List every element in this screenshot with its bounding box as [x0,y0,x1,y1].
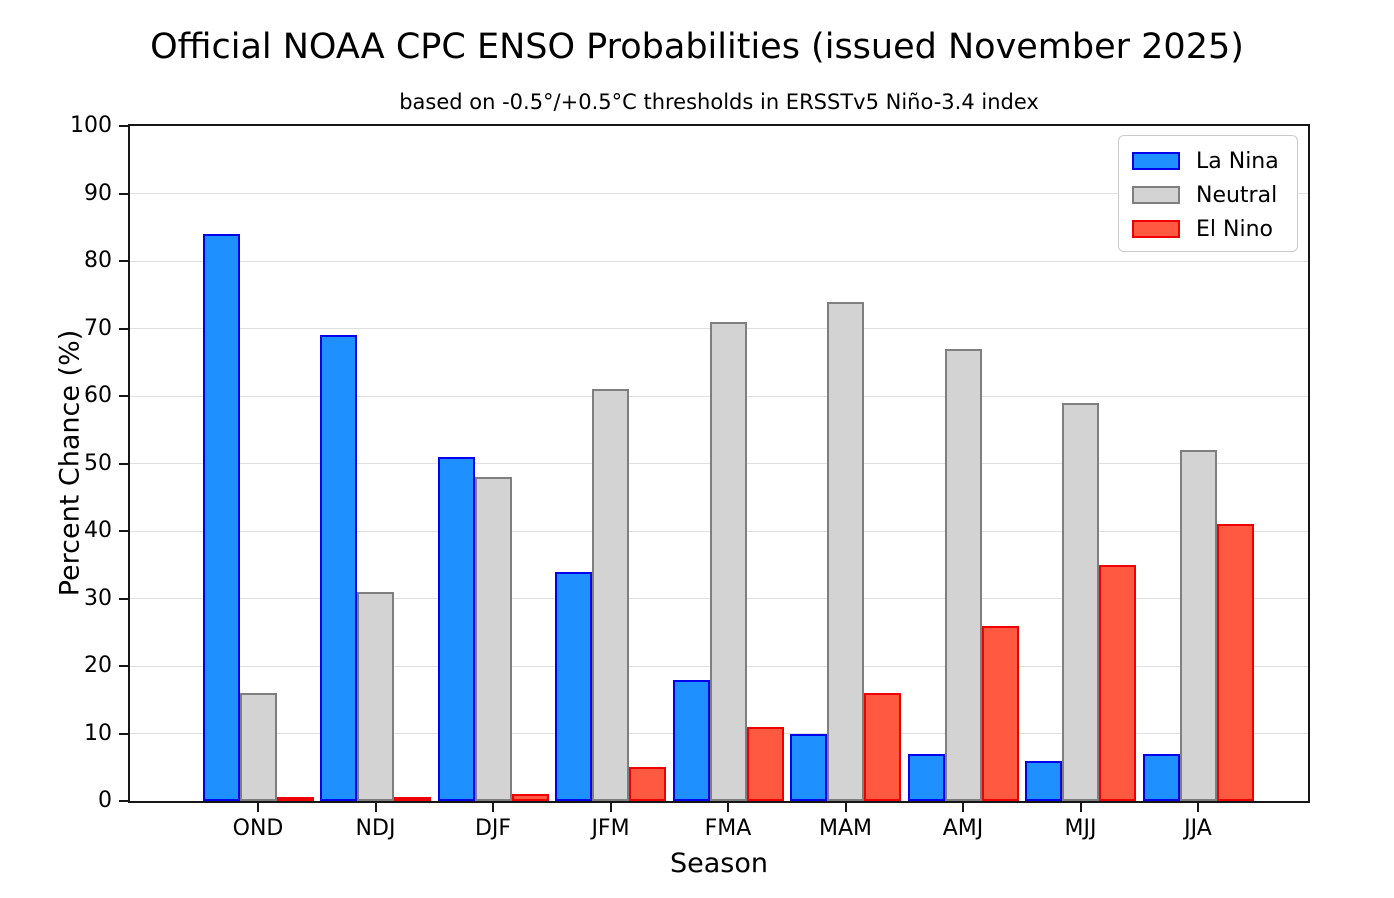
bar-neutral-amj [944,348,982,801]
bar-neutral-mjj [1062,402,1099,801]
bar-neutral-djf [474,477,512,801]
bar-el-nino-djf [511,794,549,801]
x-tick-label: DJF [474,816,512,841]
x-tick-mark [962,803,964,812]
bar-el-nino-amj [981,625,1019,801]
y-tick-label: 40 [84,518,112,543]
x-tick-mark [609,803,612,812]
chart-subtitle: based on -0.5°/+0.5°C thresholds in ERSS… [399,90,1039,114]
legend-item-la-nina: La Nina [1119,144,1297,178]
y-tick-mark [119,327,128,330]
x-tick-label: FMA [704,816,752,841]
bar-el-nino-jfm [629,767,666,801]
y-tick-label: 80 [84,248,112,273]
bar-la-nina-ndj [320,335,357,801]
y-tick-mark [119,125,128,127]
y-tick-mark [119,597,128,600]
bar-el-nino-ond [276,797,314,801]
x-tick-mark [844,803,847,812]
bar-la-nina-jfm [555,571,592,801]
bar-el-nino-fma [746,726,784,801]
y-tick-label: 0 [98,788,112,813]
chart-title: Official NOAA CPC ENSO Probabilities (is… [150,27,1244,67]
y-tick-label: 30 [84,585,112,611]
x-tick-mark [374,803,377,812]
y-tick-label: 60 [84,383,112,408]
x-tick-label: AMJ [942,816,984,841]
y-tick-label: 10 [84,720,112,746]
y-tick-label: 70 [84,315,112,341]
legend-swatch-icon [1132,152,1180,170]
legend-label: La Nina [1196,148,1279,174]
y-tick-mark [119,192,128,195]
y-tick-mark [119,530,128,532]
y-tick-mark [119,665,128,667]
bar-el-nino-jja [1216,524,1254,801]
grid-line [130,193,1308,194]
y-tick-mark [119,395,128,397]
bar-neutral-jfm [592,389,629,801]
bar-la-nina-amj [907,753,945,801]
y-tick-label: 50 [84,450,112,476]
x-tick-mark [1079,803,1082,812]
bar-la-nina-mjj [1025,760,1062,801]
bar-el-nino-ndj [394,797,431,801]
plot-area [128,124,1310,803]
x-tick-mark [257,803,259,812]
y-tick-mark [119,800,128,802]
y-tick-mark [119,732,128,735]
x-tick-mark [492,803,494,812]
bar-la-nina-ond [202,234,240,801]
y-tick-label: 90 [84,180,112,206]
bar-neutral-jja [1179,450,1217,801]
legend: La Nina Neutral El Nino [1118,135,1298,252]
x-tick-label: JJA [1184,816,1212,841]
legend-label: Neutral [1196,182,1278,208]
y-tick-label: 100 [70,113,112,138]
bar-neutral-ndj [357,591,394,801]
bar-la-nina-djf [437,456,475,801]
legend-item-el-nino: El Nino [1119,212,1297,246]
x-axis-label: Season [670,848,768,879]
bar-la-nina-fma [672,679,710,801]
bar-la-nina-jja [1142,753,1180,801]
y-tick-mark [119,260,128,262]
bar-neutral-mam [827,301,864,801]
y-tick-label: 20 [84,653,112,678]
x-tick-mark [1197,803,1199,812]
legend-swatch-icon [1132,220,1180,238]
x-tick-label: MJJ [1064,816,1097,841]
x-tick-label: NDJ [355,816,396,841]
bar-el-nino-mjj [1099,564,1136,801]
bar-neutral-ond [239,693,277,801]
x-tick-label: MAM [818,816,872,841]
legend-label: El Nino [1196,216,1273,242]
bar-la-nina-mam [790,733,827,801]
x-tick-label: OND [232,816,284,841]
x-tick-label: JFM [591,816,630,841]
y-tick-mark [119,462,128,465]
grid-line [130,260,1308,262]
legend-swatch-icon [1132,186,1180,204]
legend-item-neutral: Neutral [1119,178,1297,212]
bar-neutral-fma [709,321,747,801]
x-tick-mark [727,803,729,812]
bar-el-nino-mam [864,693,901,801]
